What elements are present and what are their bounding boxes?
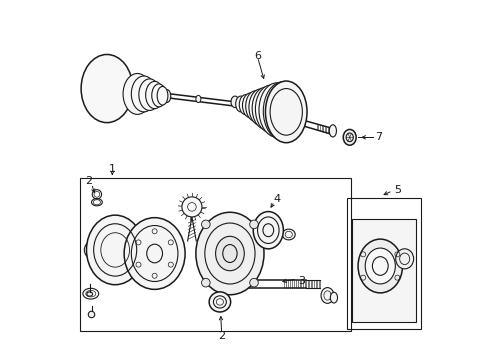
Bar — [80, 178, 351, 330]
Ellipse shape — [249, 89, 272, 126]
Ellipse shape — [236, 96, 245, 112]
Ellipse shape — [84, 242, 97, 258]
Ellipse shape — [282, 229, 295, 240]
Ellipse shape — [330, 292, 338, 303]
Ellipse shape — [396, 249, 414, 269]
Ellipse shape — [146, 81, 164, 109]
Ellipse shape — [81, 54, 133, 123]
Ellipse shape — [221, 275, 234, 293]
Ellipse shape — [201, 220, 210, 229]
Ellipse shape — [263, 82, 303, 140]
Text: 2: 2 — [85, 176, 93, 186]
Ellipse shape — [157, 86, 168, 105]
Text: 5: 5 — [394, 185, 401, 195]
Bar — [351, 220, 416, 321]
Text: 6: 6 — [254, 50, 261, 60]
Ellipse shape — [124, 218, 185, 289]
Ellipse shape — [131, 76, 156, 112]
Ellipse shape — [201, 278, 210, 287]
Ellipse shape — [239, 95, 252, 115]
Text: 7: 7 — [375, 132, 382, 142]
Ellipse shape — [255, 85, 287, 133]
Ellipse shape — [329, 125, 337, 137]
Ellipse shape — [87, 215, 144, 285]
Ellipse shape — [163, 90, 171, 103]
Ellipse shape — [231, 96, 239, 108]
Text: 2: 2 — [218, 331, 225, 341]
Ellipse shape — [358, 239, 402, 293]
Ellipse shape — [245, 91, 266, 122]
Text: 3: 3 — [298, 276, 305, 286]
Text: 4: 4 — [274, 194, 281, 204]
Ellipse shape — [152, 84, 166, 107]
Ellipse shape — [266, 81, 307, 143]
Ellipse shape — [139, 79, 160, 111]
Ellipse shape — [182, 197, 202, 217]
Ellipse shape — [321, 288, 334, 303]
Ellipse shape — [250, 278, 258, 287]
Ellipse shape — [209, 292, 231, 312]
Ellipse shape — [88, 311, 95, 318]
Bar — [347, 198, 421, 329]
Ellipse shape — [343, 130, 356, 145]
Ellipse shape — [253, 212, 283, 249]
Ellipse shape — [196, 212, 264, 295]
Ellipse shape — [216, 236, 245, 271]
Text: 1: 1 — [109, 164, 116, 174]
Ellipse shape — [243, 93, 259, 118]
Ellipse shape — [123, 73, 152, 114]
Ellipse shape — [252, 87, 279, 130]
Ellipse shape — [87, 292, 93, 296]
Ellipse shape — [365, 248, 395, 284]
Ellipse shape — [196, 95, 201, 103]
Ellipse shape — [250, 220, 258, 229]
Ellipse shape — [259, 83, 295, 137]
